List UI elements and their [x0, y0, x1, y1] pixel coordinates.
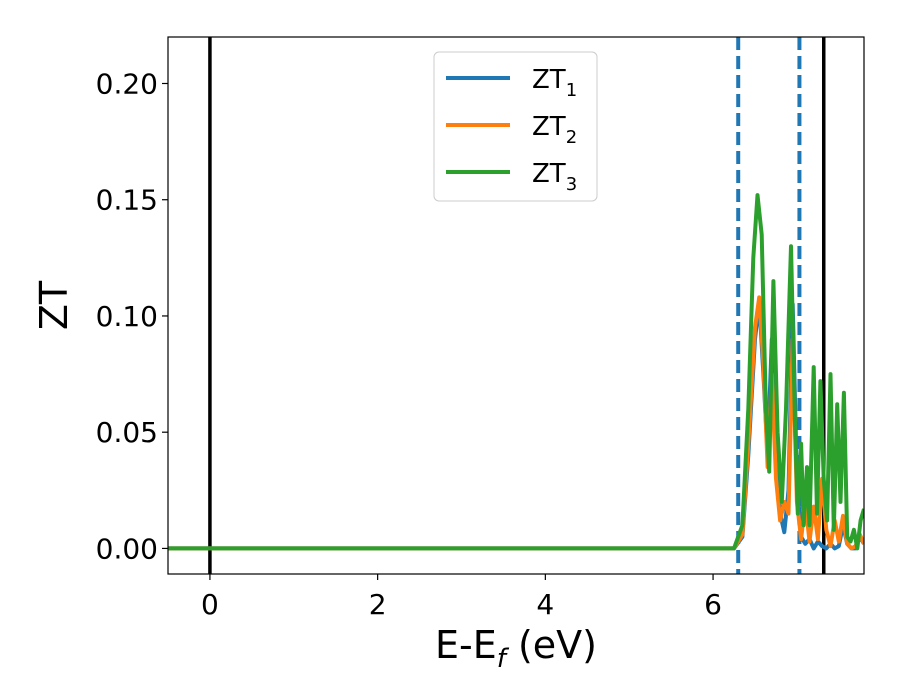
- series-line-2: [168, 295, 864, 551]
- x-tick-label: 0: [201, 588, 219, 621]
- series-line-3: [168, 193, 864, 551]
- y-tick-label: 0.20: [96, 67, 158, 100]
- x-axis-title: E-Ef (eV): [435, 623, 597, 674]
- legend-label-2: ZT2: [532, 112, 577, 148]
- x-tick-label: 2: [369, 588, 387, 621]
- legend-label-1: ZT1: [532, 65, 577, 101]
- y-tick-label: 0.00: [96, 532, 158, 565]
- x-tick-label: 4: [536, 588, 554, 621]
- legend: ZT1 ZT2 ZT3: [433, 51, 598, 202]
- x-tick-label: 6: [704, 588, 722, 621]
- legend-label-3: ZT3: [532, 159, 577, 195]
- y-tick-label: 0.10: [96, 300, 158, 333]
- plot-frame: [167, 36, 865, 575]
- y-tick-label: 0.05: [96, 416, 158, 449]
- y-axis-title: ZT: [32, 280, 76, 330]
- legend-box: [433, 51, 598, 202]
- y-tick-label: 0.15: [96, 184, 158, 217]
